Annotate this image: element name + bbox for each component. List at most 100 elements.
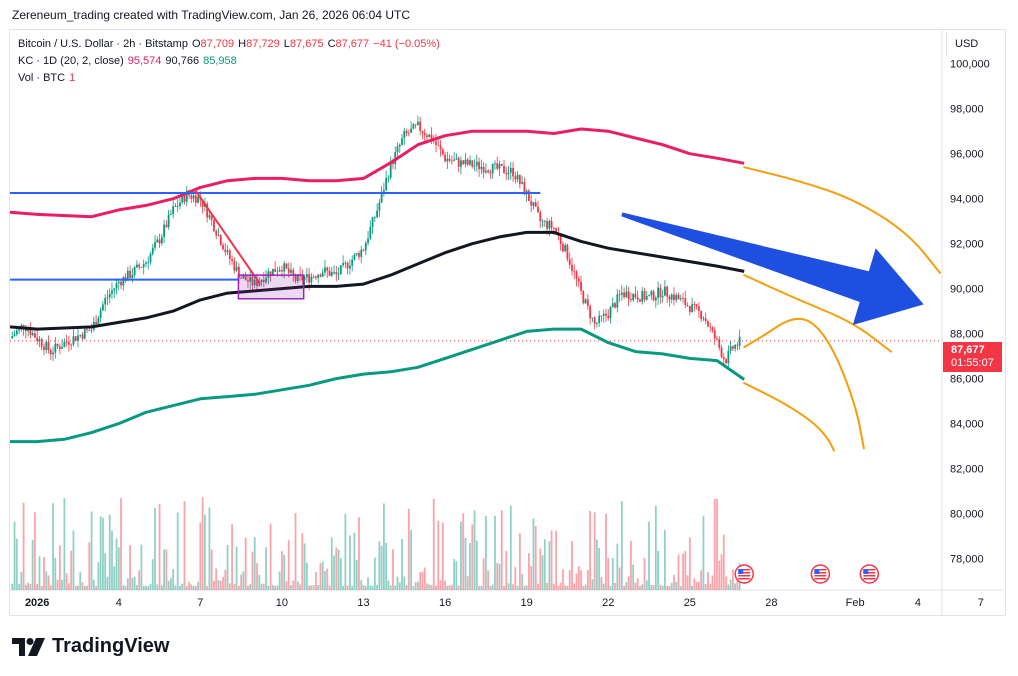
candle-body (95, 321, 98, 325)
volume-bar (659, 584, 662, 590)
symbol-name[interactable]: Bitcoin / U.S. Dollar · 2h · Bitstamp (18, 38, 188, 50)
volume-bar (564, 585, 567, 590)
candle-body (68, 341, 70, 345)
flag-stripe (738, 572, 751, 574)
volume-bar (634, 582, 637, 590)
price-tick-label: 80,000 (950, 509, 984, 521)
candle-body (457, 158, 460, 167)
candle-body (79, 334, 82, 336)
projection-path (743, 274, 893, 353)
volume-bar (47, 575, 50, 590)
candle-body (330, 272, 333, 276)
candle-body (636, 297, 639, 300)
volume-bar (15, 538, 18, 590)
volume-bar (247, 585, 249, 590)
candle-body (373, 217, 376, 219)
chart-grid (10, 30, 1005, 616)
volume-bar (74, 585, 77, 590)
volume-bar (713, 499, 716, 590)
volume-bar (466, 576, 469, 590)
candle-body (670, 294, 673, 300)
candle-body (281, 270, 283, 272)
volume-bar (475, 540, 478, 590)
volume-bar (700, 570, 703, 590)
volume-bar (636, 578, 639, 590)
candle-body (711, 327, 714, 331)
tradingview-logo: TradingView (12, 635, 169, 658)
volume-bar (591, 579, 594, 590)
volume-bar (122, 585, 125, 590)
candle-body (147, 262, 150, 263)
volume-bar (226, 544, 229, 590)
volume-bar (589, 511, 592, 590)
candle-body (566, 245, 569, 260)
candle-body (731, 346, 734, 349)
volume-bar (305, 562, 308, 590)
candle-body (201, 199, 204, 207)
volume-bar (682, 553, 684, 590)
candle-body (641, 291, 644, 302)
us-flag-event-icon (810, 564, 831, 584)
candle-body (405, 130, 408, 133)
candle-body (301, 275, 304, 281)
volume-bar (641, 584, 644, 590)
candle-body (530, 200, 533, 206)
candle-body (509, 167, 512, 173)
candle-body (74, 336, 77, 341)
candle-body (129, 270, 132, 278)
candle-body (410, 128, 412, 133)
currency-selector[interactable]: USD (946, 33, 1004, 55)
volume-bar (113, 566, 116, 590)
candle-body (460, 160, 462, 167)
projection-path (743, 382, 835, 452)
candle-body (435, 141, 437, 145)
volume-bar (704, 584, 707, 590)
candle-body (165, 224, 168, 228)
volume-bar (79, 572, 82, 590)
volume-bar (215, 568, 218, 590)
volume-bar (557, 585, 560, 590)
candle-body (276, 271, 279, 273)
candle-body (364, 242, 367, 251)
candle-body (421, 130, 424, 133)
time-tick-label: 10 (276, 597, 288, 609)
candle-body (190, 195, 193, 199)
kc-lower-value: 85,958 (203, 55, 237, 67)
symbol-row: Bitcoin / U.S. Dollar · 2h · Bitstamp O8… (18, 36, 440, 53)
volume-bar (222, 576, 224, 590)
volume-bar (383, 503, 385, 590)
kc-row: KC · 1D (20, 2, close) 95,574 90,766 85,… (18, 53, 440, 70)
volume-bar (138, 570, 141, 590)
candle-body (684, 298, 687, 306)
candle-body (172, 206, 175, 215)
volume-bar (203, 514, 206, 590)
candle-body (271, 268, 274, 276)
volume-bar (711, 575, 714, 590)
chart-frame (9, 29, 1006, 616)
candle-body (446, 158, 449, 162)
projection-path (743, 317, 865, 450)
candle-body (86, 329, 88, 331)
volume-bar (99, 516, 102, 590)
volume-bar (237, 585, 240, 590)
vol-label[interactable]: Vol · BTC (18, 72, 66, 84)
kc-label[interactable]: KC · 1D (20, 2, close) (18, 55, 124, 67)
volume-bar (525, 585, 528, 590)
candle-body (358, 252, 360, 257)
low-value: 87,675 (289, 38, 324, 50)
candle-body (589, 305, 592, 319)
volume-bar (559, 582, 562, 590)
volume-bar (181, 583, 184, 590)
volume-bar (13, 521, 16, 590)
volume-bar (471, 524, 474, 590)
low-label: L (283, 38, 290, 50)
volume-bar (670, 583, 673, 590)
candle-body (500, 163, 503, 166)
candle-body (630, 299, 632, 300)
candle-body (367, 238, 369, 243)
candle-body (185, 190, 188, 202)
candle-body (49, 350, 52, 355)
candle-body (213, 220, 215, 232)
candle-body (623, 292, 626, 297)
